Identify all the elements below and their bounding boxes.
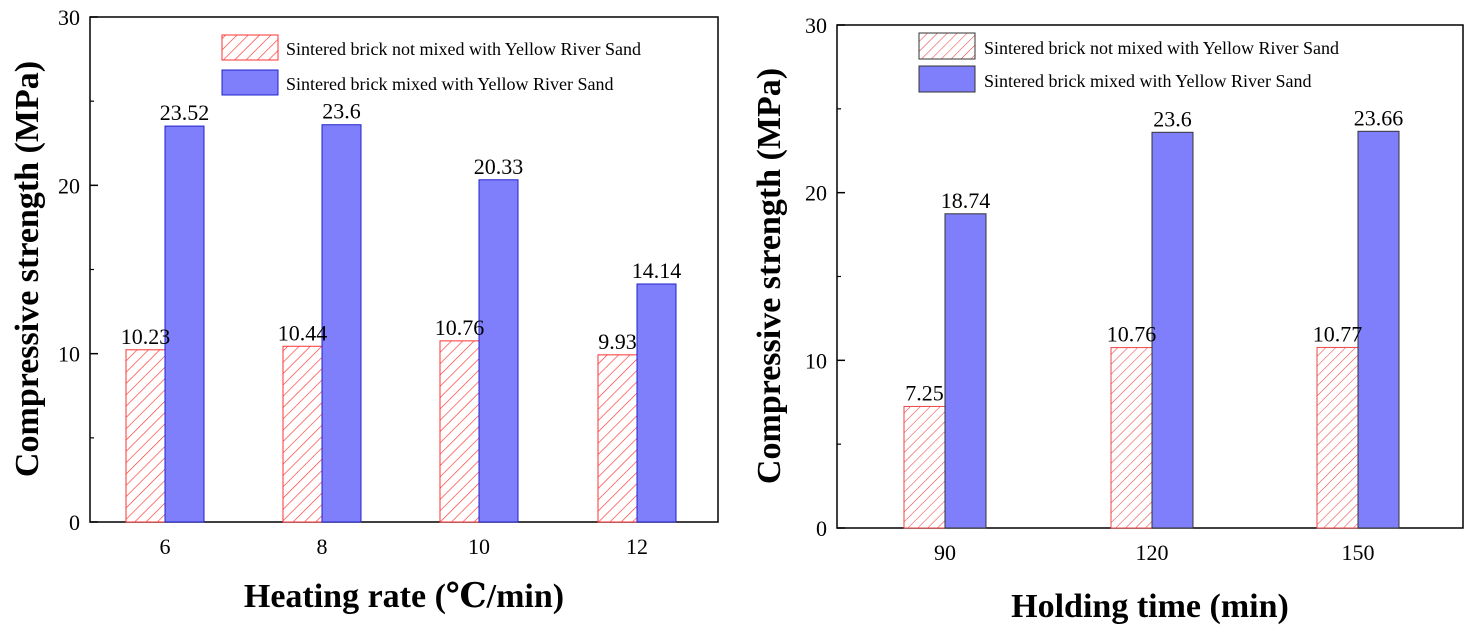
legend-swatch-mixed: [918, 65, 976, 93]
bar-not-mixed: [1316, 346, 1359, 529]
y-tick-label: 0: [69, 510, 80, 535]
x-tick-label: 90: [934, 540, 956, 565]
data-label-not-mixed: 10.77: [1313, 321, 1363, 346]
legend-label-not-mixed: Sintered brick not mixed with Yellow Riv…: [286, 39, 641, 59]
bar-mixed: [944, 213, 987, 529]
legend-label-mixed: Sintered brick mixed with Yellow River S…: [286, 74, 613, 94]
bar-not-mixed: [597, 354, 638, 523]
bar-not-mixed: [1110, 347, 1153, 529]
data-label-not-mixed: 10.44: [278, 320, 328, 345]
x-tick-label: 6: [160, 534, 171, 559]
legend-swatch-not-mixed: [918, 32, 976, 60]
data-label-mixed: 20.33: [474, 154, 524, 179]
x-tick-label: 120: [1136, 540, 1169, 565]
legend: Sintered brick not mixed with Yellow Riv…: [221, 34, 641, 96]
x-tick-label: 8: [317, 534, 328, 559]
bar-mixed: [1151, 131, 1194, 529]
data-label-mixed: 23.66: [1354, 105, 1404, 130]
data-label-mixed: 18.74: [941, 188, 991, 213]
y-tick-label: 0: [816, 516, 827, 541]
bar-mixed: [636, 283, 677, 523]
legend-label-not-mixed: Sintered brick not mixed with Yellow Riv…: [984, 38, 1339, 58]
data-label-not-mixed: 7.25: [905, 380, 944, 405]
legend-label-mixed: Sintered brick mixed with Yellow River S…: [984, 71, 1311, 91]
bar-mixed: [478, 179, 519, 523]
x-tick-label: 150: [1342, 540, 1375, 565]
bar-not-mixed: [282, 345, 323, 523]
bar-mixed: [1357, 130, 1400, 529]
x-tick-label: 10: [468, 534, 490, 559]
data-label-not-mixed: 10.23: [121, 324, 171, 349]
bar-mixed: [321, 124, 362, 523]
y-tick-label: 20: [58, 173, 80, 198]
chart-heating-rate: 0 10 20 30 6 8 10 12 10.23 23.52 10.44 23.6 10.76 2…: [9, 5, 719, 615]
data-label-not-mixed: 10.76: [435, 315, 485, 340]
y-tick-label: 20: [805, 181, 827, 206]
legend: Sintered brick not mixed with Yellow Riv…: [918, 32, 1339, 93]
legend-swatch-mixed: [221, 69, 279, 96]
data-label-mixed: 23.52: [160, 100, 210, 125]
bar-not-mixed: [903, 405, 946, 529]
x-axis-title: Holding time (min): [1011, 588, 1289, 625]
y-axis-title: Compressive strength (MPa): [751, 68, 788, 484]
data-label-mixed: 23.6: [322, 99, 361, 124]
chart-holding-time: 0 10 20 30 90 120 150 7.25 18.74 10.76 23.6 10.77…: [751, 13, 1464, 625]
y-tick-label: 10: [805, 348, 827, 373]
data-label-not-mixed: 10.76: [1107, 322, 1157, 347]
y-axis-title: Compressive strength (MPa): [9, 61, 46, 477]
bar-mixed: [164, 125, 205, 523]
data-label-mixed: 23.6: [1153, 106, 1192, 131]
bar-not-mixed: [125, 349, 166, 523]
y-tick-label: 30: [805, 13, 827, 38]
bar-not-mixed: [439, 340, 480, 523]
y-tick-label: 10: [58, 342, 80, 367]
y-tick-label: 30: [58, 5, 80, 30]
x-axis-title: Heating rate (℃/min): [244, 578, 564, 615]
x-tick-label: 12: [626, 534, 648, 559]
legend-swatch-not-mixed: [221, 34, 279, 61]
data-label-mixed: 14.14: [632, 258, 682, 283]
data-label-not-mixed: 9.93: [598, 329, 637, 354]
